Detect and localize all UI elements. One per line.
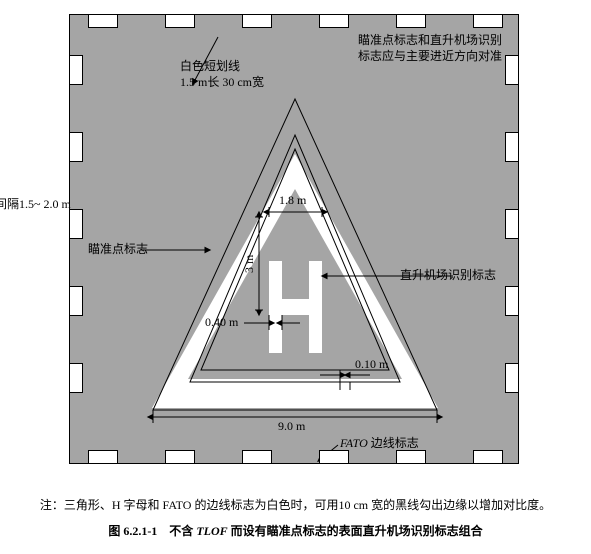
dash-right <box>505 132 519 162</box>
dash-bottom <box>88 450 118 464</box>
dash-left <box>69 55 83 85</box>
dash-top <box>319 14 349 28</box>
dash-top <box>242 14 272 28</box>
label-line: 边线标志 <box>371 436 419 450</box>
dash-right <box>505 209 519 239</box>
dash-bottom <box>396 450 426 464</box>
label-gap: 0.10 m <box>355 357 388 373</box>
label-dash-leader: 白色短划线 1.5 m长 30 cm宽 <box>180 59 264 90</box>
dash-top <box>165 14 195 28</box>
label-line: 白色短划线 <box>180 59 240 73</box>
label-line: 标志应与主要进近方向对准 <box>358 49 502 63</box>
h-crossbar <box>282 299 309 315</box>
dash-bottom <box>242 450 272 464</box>
footnote: 注：三角形、H 字母和 FATO 的边线标志为白色时，可用10 cm 宽的黑线勾… <box>0 496 591 513</box>
dash-right <box>505 55 519 85</box>
h-left-bar <box>269 261 282 353</box>
dash-right <box>505 363 519 393</box>
caption: 图 6.2.1-1 不含 TLOF 而设有瞄准点标志的表面直升机场识别标志组合 <box>0 522 591 539</box>
label-fato-edge: FATO 边线标志 <box>340 436 419 452</box>
label-base: 9.0 m <box>278 419 305 435</box>
label-line: 1.5 m长 30 cm宽 <box>180 75 264 89</box>
label-top-right: 瞄准点标志和直升机场识别 标志应与主要进近方向对准 <box>358 33 502 64</box>
h-right-bar <box>309 261 322 353</box>
label-bar: 0.40 m <box>205 315 238 331</box>
label-side-gap: 间隔1.5~ 2.0 m <box>0 197 71 213</box>
dash-left <box>69 132 83 162</box>
dash-left <box>69 286 83 316</box>
dash-bottom <box>473 450 503 464</box>
dash-top <box>88 14 118 28</box>
label-line: 瞄准点标志和直升机场识别 <box>358 33 502 47</box>
dash-top <box>473 14 503 28</box>
dash-left <box>69 363 83 393</box>
dash-top <box>396 14 426 28</box>
dash-bottom <box>319 450 349 464</box>
aiming-triangle-inner <box>188 189 402 379</box>
label-heliport-ident: 直升机场识别标志 <box>400 268 496 284</box>
label-w-top: 1.8 m <box>279 193 306 209</box>
label-h-side: 3 m <box>242 255 258 273</box>
label-aiming: 瞄准点标志 <box>88 242 148 258</box>
fato-area: 瞄准点标志和直升机场识别 标志应与主要进近方向对准 白色短划线 1.5 m长 3… <box>69 14 519 464</box>
dash-right <box>505 286 519 316</box>
figure-wrap: 瞄准点标志和直升机场识别 标志应与主要进近方向对准 白色短划线 1.5 m长 3… <box>0 0 591 554</box>
dash-left <box>69 209 83 239</box>
dash-bottom <box>165 450 195 464</box>
